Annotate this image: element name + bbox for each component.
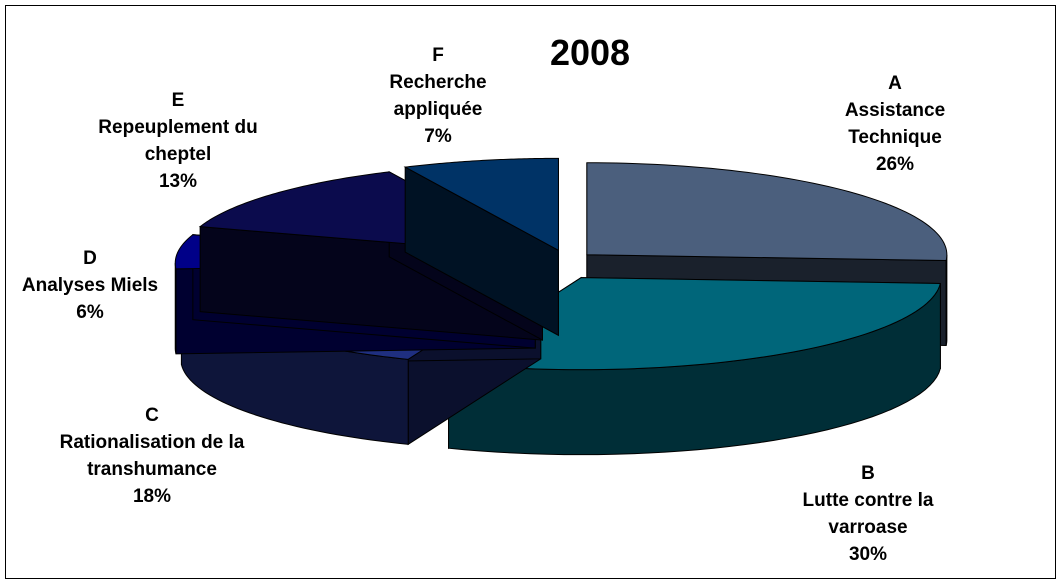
slice-label: F Recherche appliquée 7% (343, 42, 533, 150)
slice (447, 277, 942, 371)
slice (403, 157, 559, 252)
slice-label: D Analyses Miels 6% (0, 245, 185, 326)
label-name: Recherche appliquée (389, 72, 487, 120)
label-value: 13% (158, 171, 198, 192)
label-value: 6% (76, 302, 104, 323)
label-letter: F (432, 45, 444, 66)
label-name: Lutte contre la varroase (802, 490, 934, 538)
slice-label: B Lutte contre la varroase 30% (773, 460, 963, 568)
slice-label: E Repeuplement du cheptel 13% (83, 87, 273, 195)
slice (586, 162, 948, 262)
label-value: 30% (848, 544, 888, 565)
label-letter: A (888, 73, 902, 94)
slice-group (447, 276, 942, 456)
chart-title: 2008 (549, 32, 631, 73)
slice-label: A Assistance Technique 26% (800, 70, 990, 178)
slice-side (945, 254, 948, 346)
label-name: Rationalisation de la transhumance (59, 432, 245, 480)
label-value: 18% (132, 486, 172, 507)
label-name: Assistance Technique (844, 100, 946, 148)
slice-group (403, 157, 559, 337)
slice-label: C Rationalisation de la transhumance 18% (57, 402, 247, 510)
label-letter: B (861, 463, 875, 484)
label-letter: C (145, 405, 159, 426)
label-name: Analyses Miels (21, 275, 159, 296)
label-letter: E (171, 90, 185, 111)
label-letter: D (83, 248, 97, 269)
label-value: 7% (424, 126, 452, 147)
label-value: 26% (875, 154, 915, 175)
label-name: Repeuplement du cheptel (98, 117, 258, 165)
